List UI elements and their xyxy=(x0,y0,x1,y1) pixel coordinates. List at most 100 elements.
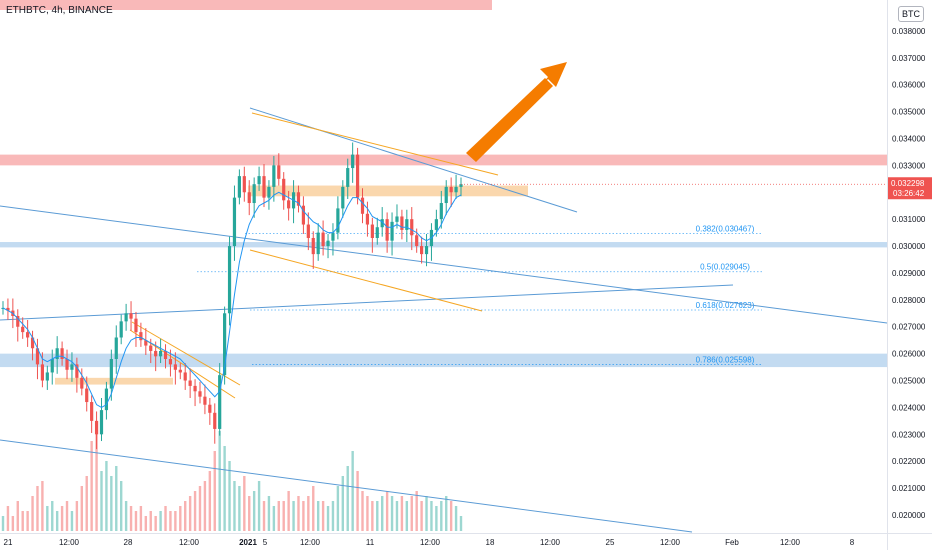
volume-bar xyxy=(169,511,172,531)
volume-bar xyxy=(100,471,103,531)
volume-bar xyxy=(351,451,354,531)
candle-body xyxy=(144,340,148,346)
volume-bar xyxy=(159,511,162,531)
volume-bar xyxy=(16,501,19,531)
volume-bar xyxy=(179,506,182,531)
volume-bar xyxy=(331,501,335,531)
volume-bar xyxy=(267,496,271,531)
candle-body xyxy=(311,237,315,255)
volume-bar xyxy=(420,501,423,531)
zone-consolidation xyxy=(55,377,173,385)
volume-bar xyxy=(218,431,221,531)
candle-body xyxy=(410,219,414,236)
volume-bar xyxy=(223,446,226,531)
price-tick-label: 0.033000 xyxy=(892,161,926,170)
candle-body xyxy=(109,359,113,389)
volume-bar xyxy=(105,461,108,531)
volume-bar xyxy=(1,516,5,531)
candle-body xyxy=(459,184,463,187)
volume-bar xyxy=(238,486,241,531)
candle-body xyxy=(380,219,384,228)
candle-body xyxy=(168,359,173,365)
volume-bar xyxy=(46,506,49,531)
price-tick-label: 0.036000 xyxy=(892,81,926,90)
time-tick-label: 12:00 xyxy=(420,538,441,547)
candle-body xyxy=(223,313,227,376)
volume-bar xyxy=(272,506,276,531)
candle-body xyxy=(173,364,177,370)
candle-body xyxy=(237,176,241,198)
candle-body xyxy=(375,227,379,238)
candle-body xyxy=(30,337,35,349)
volume-bar xyxy=(454,506,458,531)
volume-bar xyxy=(346,466,349,531)
candle-body xyxy=(385,219,389,241)
candle-body xyxy=(227,246,232,314)
trend-line xyxy=(0,284,734,321)
volume-bar xyxy=(277,501,280,531)
time-tick-label: 12:00 xyxy=(780,538,801,547)
candle-body xyxy=(6,307,10,311)
candle-body xyxy=(449,186,453,193)
candle-body xyxy=(183,372,187,381)
arrow-layer xyxy=(461,62,567,164)
moving-average-layer xyxy=(2,191,462,408)
volume-bar xyxy=(174,511,177,531)
candle-body xyxy=(415,235,419,247)
time-tick-label: 8 xyxy=(850,538,855,547)
candle-body xyxy=(149,345,153,351)
volume-bar xyxy=(356,471,359,531)
volume-bar xyxy=(361,491,364,531)
candle-body xyxy=(75,364,79,378)
currency-button[interactable]: BTC xyxy=(898,6,924,22)
volume-bar xyxy=(203,481,207,531)
volume-bar xyxy=(381,496,384,531)
candle-body xyxy=(55,348,59,360)
moving-average-line xyxy=(2,191,462,408)
time-tick-label: 12:00 xyxy=(660,538,681,547)
candle-body xyxy=(90,402,94,421)
volume-bar xyxy=(376,501,379,531)
candle-body xyxy=(129,313,133,319)
volume-bar xyxy=(198,486,202,531)
volume-bar xyxy=(149,511,152,531)
candle-body xyxy=(287,200,291,209)
volume-bar xyxy=(257,481,261,531)
price-tick-label: 0.024000 xyxy=(892,403,926,412)
volume-bar xyxy=(440,501,443,531)
time-tick-label: 25 xyxy=(606,538,615,547)
candle-body xyxy=(188,380,192,386)
volume-layer xyxy=(1,431,463,531)
volume-bar xyxy=(316,501,320,531)
time-tick-label: 18 xyxy=(486,538,495,547)
candle-body xyxy=(439,203,443,220)
time-tick-label: 2021 xyxy=(239,538,257,547)
candle-body xyxy=(296,192,301,206)
fib-level-label: 0.618(0.027623) xyxy=(696,301,755,310)
candle-body xyxy=(272,165,276,187)
time-tick-label: 5 xyxy=(263,538,268,547)
candle-body xyxy=(40,364,44,381)
volume-bar xyxy=(405,501,409,531)
volume-bar xyxy=(60,506,64,531)
fib-level-label: 0.382(0.030467) xyxy=(696,224,755,233)
price-tick-label: 0.021000 xyxy=(892,484,926,493)
candle-body xyxy=(139,332,143,341)
candle-body xyxy=(277,165,281,179)
candle-body xyxy=(395,216,399,222)
candle-body xyxy=(365,213,370,225)
trend-line xyxy=(251,112,499,176)
volume-bar xyxy=(164,506,167,531)
fibonacci-layer: 0.382(0.030467) 0.5(0.029045) 0.618(0.0276… xyxy=(197,224,762,365)
candle-body xyxy=(360,197,365,214)
volume-bar xyxy=(11,516,15,531)
candle-body xyxy=(26,332,30,338)
time-tick-label: 12:00 xyxy=(540,538,561,547)
volume-bar xyxy=(302,501,305,531)
candle-body xyxy=(336,208,340,233)
trend-line xyxy=(249,107,578,213)
volume-bar xyxy=(326,506,330,531)
price-tick-label: 0.027000 xyxy=(892,323,926,332)
